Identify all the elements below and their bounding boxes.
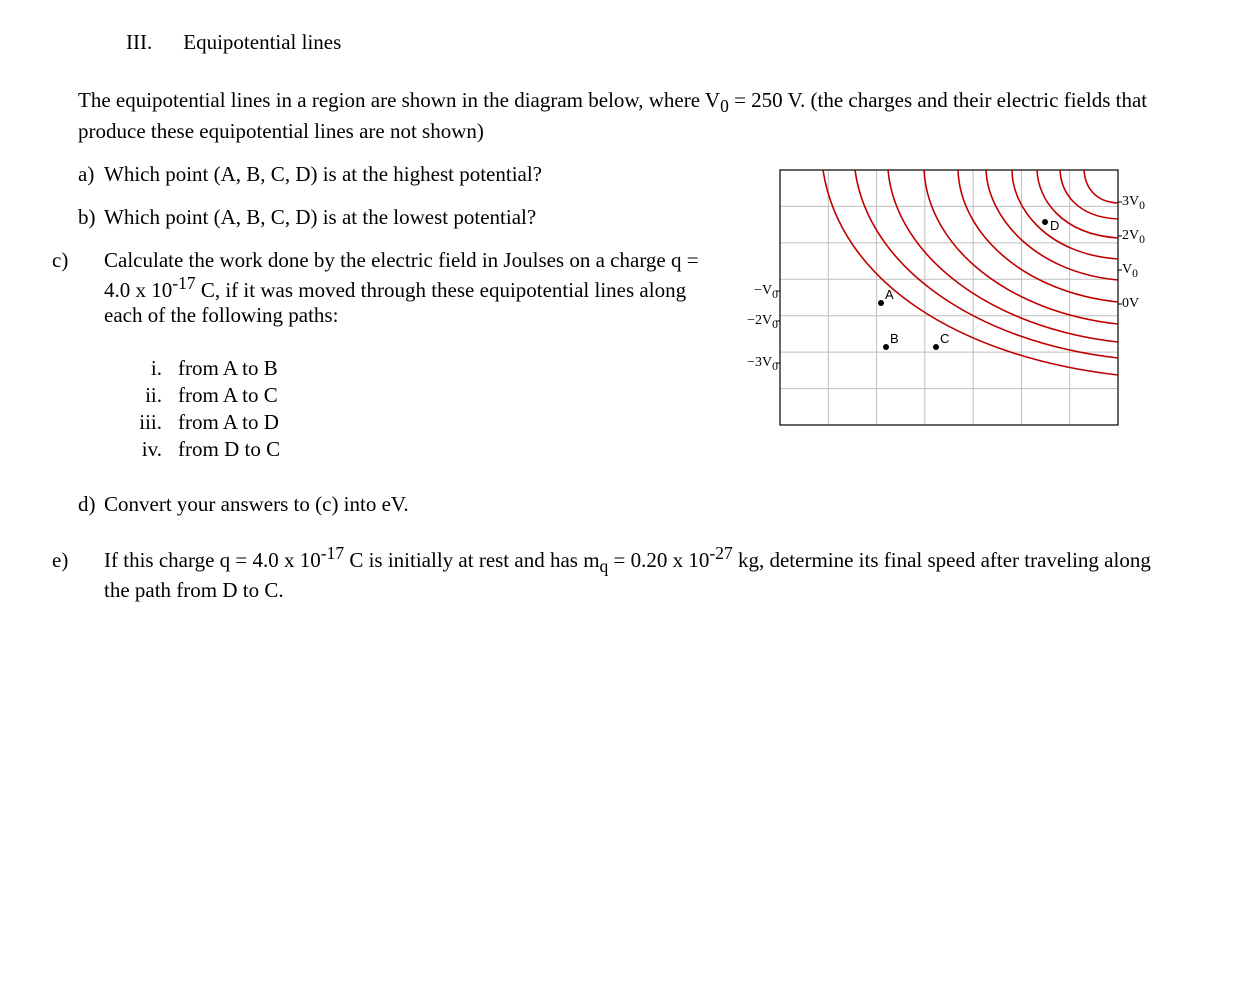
c-item-iv: iv.from D to C [114,437,722,462]
point-label-d: D [1050,218,1059,233]
questions-d-e: d)Convert your answers to (c) into eV. e… [78,492,1160,602]
q-b-text: Which point (A, B, C, D) is at the lowes… [104,205,536,229]
left-axis-label: −V0 [754,283,778,301]
section-title: III. Equipotential lines [126,30,1160,55]
q-d-text: Convert your answers to (c) into eV. [104,492,409,516]
q-d-letter: d) [78,492,104,517]
question-a: a)Which point (A, B, C, D) is at the hig… [78,162,722,187]
q-a-text: Which point (A, B, C, D) is at the highe… [104,162,542,186]
point-label-c: C [940,331,949,346]
point-label-a: A [885,287,894,302]
figure-svg [740,162,1160,432]
question-b: b)Which point (A, B, C, D) is at the low… [78,205,722,230]
question-c: c)Calculate the work done by the electri… [78,248,722,328]
right-axis-label: 0V [1122,296,1139,312]
c-item-iii: iii.from A to D [114,410,722,435]
question-c-items: i.from A to B ii.from A to C iii.from A … [114,356,722,462]
left-axis-label: −3V0 [747,355,778,373]
left-axis-label: −2V0 [747,313,778,331]
question-d: d)Convert your answers to (c) into eV. [78,492,1160,517]
figure-column: A B C D 3V0 2V0 V0 0V −V0 −2V0 −3V0 [740,162,1160,432]
c-item-ii: ii.from A to C [114,383,722,408]
q-a-letter: a) [78,162,104,187]
q-b-letter: b) [78,205,104,230]
page: III. Equipotential lines The equipotenti… [0,0,1238,603]
section-number: III. [126,30,178,55]
question-e: e)If this charge q = 4.0 x 10-17 C is in… [78,543,1160,602]
equipotential-figure: A B C D 3V0 2V0 V0 0V −V0 −2V0 −3V0 [740,162,1160,432]
c-item-i: i.from A to B [114,356,722,381]
section-title-text: Equipotential lines [183,30,341,54]
right-axis-label: 2V0 [1122,228,1145,246]
right-axis-label: V0 [1122,262,1138,280]
questions-a-b-c: a)Which point (A, B, C, D) is at the hig… [78,162,722,464]
point-label-b: B [890,331,899,346]
right-axis-label: 3V0 [1122,194,1145,212]
intro-text: The equipotential lines in a region are … [78,87,1160,144]
content-row: a)Which point (A, B, C, D) is at the hig… [78,162,1160,464]
